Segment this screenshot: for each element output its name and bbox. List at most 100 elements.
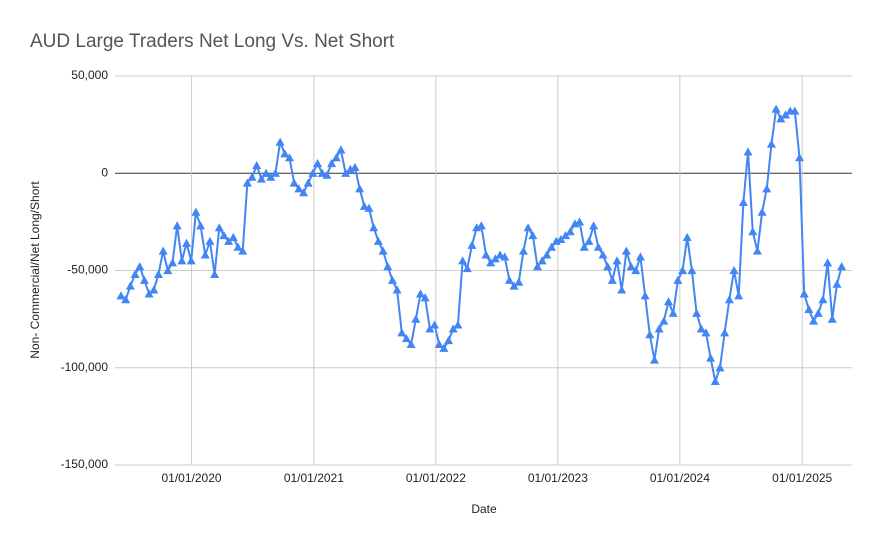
data-point [158,246,168,255]
data-point [313,159,323,168]
x-tick-label: 01/01/2021 [284,471,344,485]
data-point [383,262,393,271]
data-point [252,160,262,170]
data-point [289,178,299,187]
data-point [490,254,500,263]
data-point [621,246,631,255]
data-point [149,285,159,294]
data-point [196,221,206,230]
data-point [261,168,271,177]
data-point [322,170,332,179]
x-tick-label: 01/01/2020 [162,471,222,485]
data-point [299,188,309,197]
data-point [612,256,622,265]
data-point [224,236,234,245]
x-axis-label: Date [471,502,497,516]
data-point [369,223,379,232]
data-point [467,240,477,249]
data-point [186,256,196,265]
data-point [135,262,145,271]
data-point [270,168,280,177]
data-point [617,285,627,294]
data-point [579,242,589,251]
data-point [425,324,435,333]
data-point [748,227,758,236]
data-point [645,330,655,339]
data-point [813,308,823,317]
data-point [415,289,425,298]
data-point [177,256,187,265]
data-point [795,153,805,162]
data-point [692,308,702,317]
chart-title: AUD Large Traders Net Long Vs. Net Short [30,31,395,52]
x-tick-label: 01/01/2025 [772,471,832,485]
data-point [673,275,683,284]
data-point [537,256,547,265]
data-point [444,336,454,345]
y-tick-label: -100,000 [61,360,109,374]
data-point [790,106,800,115]
data-point [668,308,678,317]
data-point [238,246,248,255]
data-point [542,250,552,259]
data-point [593,242,603,251]
data-point [401,334,411,343]
data-point [631,266,641,275]
data-point [682,232,692,242]
data-point [172,221,182,230]
data-point [359,201,369,210]
data-point [233,242,243,251]
data-point [504,275,514,284]
data-point [200,250,210,259]
y-tick-label: -150,000 [61,457,109,471]
data-point [832,279,842,288]
data-point [757,207,767,216]
data-point [139,275,149,284]
data-point [182,238,192,247]
data-point [514,277,524,286]
y-tick-label: 50,000 [71,68,108,82]
x-tick-label: 01/01/2022 [406,471,466,485]
data-point [495,250,505,259]
data-point [649,355,659,364]
data-point [589,221,599,230]
data-point [640,291,650,300]
data-point [303,178,313,187]
data-point [121,295,131,304]
data-point [191,207,201,216]
data-point [827,314,837,323]
data-point [509,281,519,290]
data-point [776,114,786,123]
data-point [659,316,669,325]
data-point [228,232,238,242]
y-tick-label: 0 [101,165,108,179]
data-point [696,324,706,333]
data-point [373,236,383,245]
data-point [430,320,440,329]
data-point [397,328,407,337]
data-point [837,262,847,271]
data-point [125,281,135,290]
data-point [715,363,725,372]
data-point [411,314,421,323]
data-point [327,159,337,168]
data-point [762,184,772,193]
data-point [219,230,229,240]
data-point [336,145,346,154]
data-point [448,324,458,333]
data-point [486,258,496,267]
data-point [664,297,674,306]
data-point [710,376,720,385]
data-point [453,320,463,329]
data-point [528,230,538,240]
data-point [823,258,833,267]
data-point [242,178,252,187]
data-point [687,266,697,275]
data-point [598,250,608,259]
data-point [280,149,290,158]
data-point [153,269,163,278]
data-point [392,285,402,294]
data-point [738,197,748,207]
data-point [420,293,430,302]
